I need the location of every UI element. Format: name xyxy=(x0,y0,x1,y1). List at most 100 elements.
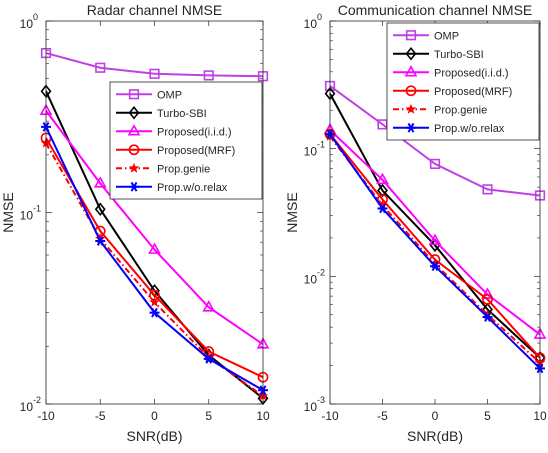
legend-label: Prop.genie xyxy=(434,104,487,116)
y-tick-label: 10 0 xyxy=(20,12,38,31)
data-point xyxy=(203,354,214,364)
legend-item: Prop.genie xyxy=(393,103,487,116)
data-point xyxy=(149,68,160,79)
y-axis-label: NMSE xyxy=(284,192,300,232)
legend-label: OMP xyxy=(157,89,182,101)
data-point xyxy=(95,236,106,246)
axes-frame xyxy=(329,20,541,405)
data-point xyxy=(482,312,493,322)
legend-box xyxy=(109,81,263,200)
y-tick-exp: 0 xyxy=(33,12,38,22)
chart-title: Communication channel NMSE xyxy=(338,2,533,18)
legend-marker xyxy=(129,181,139,192)
data-point xyxy=(148,242,161,254)
x-tick-label: 0 xyxy=(432,409,439,423)
data-point xyxy=(149,307,160,318)
legend-box xyxy=(386,22,540,141)
data-point xyxy=(202,300,216,312)
legend-label: OMP xyxy=(434,30,459,42)
legend-label: Turbo-SBI xyxy=(157,108,207,120)
legend-marker xyxy=(405,46,417,61)
y-tick-label: 10 -1 xyxy=(304,140,325,159)
data-point xyxy=(93,176,107,188)
y-tick-label: 10 -2 xyxy=(304,267,325,286)
legend-label: Proposed(i.i.d.) xyxy=(157,126,232,138)
legend-item: Prop.genie xyxy=(116,162,210,175)
axes-frame xyxy=(45,20,264,405)
y-tick-base: 10 xyxy=(20,209,34,223)
legend-item: Prop.w/o.relax xyxy=(393,123,505,135)
data-point xyxy=(482,184,493,195)
x-tick-label: -5 xyxy=(377,409,388,423)
legend-item: OMP xyxy=(393,30,459,42)
legend-item: OMP xyxy=(116,89,182,101)
series-line xyxy=(45,110,264,346)
data-point xyxy=(94,202,106,217)
legend-label: Prop.genie xyxy=(157,163,210,175)
legend-marker xyxy=(405,103,417,114)
legend-item: Proposed(MRF) xyxy=(116,144,235,157)
y-tick-exp: -2 xyxy=(317,267,325,277)
data-point xyxy=(376,172,389,185)
legend-marker-stroke xyxy=(407,122,415,133)
legend-label: Prop.w/o.relax xyxy=(434,123,505,135)
x-tick-label: -10 xyxy=(321,409,339,423)
data-point xyxy=(149,296,160,307)
data-point xyxy=(203,70,214,81)
y-tick-exp: -1 xyxy=(317,140,325,150)
y-tick-exp: -2 xyxy=(33,395,41,405)
legend: OMP Turbo-SBI Proposed(i.i.d.) Proposed(MRF… xyxy=(109,81,263,200)
y-tick-base: 10 xyxy=(304,17,318,31)
series-line xyxy=(45,52,264,78)
chart-title: Radar channel NMSE xyxy=(87,2,222,18)
legend-label: Proposed(MRF) xyxy=(434,86,512,98)
data-point xyxy=(482,293,493,305)
data-point-stroke xyxy=(151,307,158,318)
legend-item: Proposed(i.i.d.) xyxy=(393,65,509,79)
data-point-stroke xyxy=(379,203,386,214)
series-line xyxy=(45,137,264,379)
x-tick-label: -10 xyxy=(37,409,55,423)
data-point-stroke xyxy=(96,236,104,246)
x-tick-label: 5 xyxy=(484,409,491,423)
x-axis-label: SNR(dB) xyxy=(126,428,182,444)
legend-marker-stroke xyxy=(130,181,138,192)
legend-marker xyxy=(128,162,140,173)
y-tick-exp: -3 xyxy=(317,395,325,405)
x-tick-label: 5 xyxy=(205,409,212,423)
data-point-stroke xyxy=(431,261,439,272)
series-prop-w-o-relax xyxy=(325,129,545,374)
legend-marker xyxy=(128,89,140,100)
data-point xyxy=(377,203,388,214)
x-tick-label: 0 xyxy=(151,409,158,423)
data-point xyxy=(481,287,494,299)
y-tick-base: 10 xyxy=(304,145,318,159)
y-tick-label: 10 -2 xyxy=(20,395,41,414)
series-prop-w-o-relax xyxy=(41,122,268,396)
data-point-stroke xyxy=(484,312,491,322)
y-tick-label: 10 -3 xyxy=(304,395,325,414)
x-tick-label: -5 xyxy=(95,409,106,423)
x-tick-label: 10 xyxy=(533,409,547,423)
data-point xyxy=(430,261,440,272)
legend-marker xyxy=(127,124,141,136)
legend-label: Proposed(i.i.d.) xyxy=(434,67,509,79)
legend-item: Proposed(MRF) xyxy=(393,85,512,98)
y-tick-label: 10 0 xyxy=(304,12,322,31)
y-tick-base: 10 xyxy=(20,17,34,31)
legend-marker xyxy=(128,105,140,120)
legend-item: Turbo-SBI xyxy=(116,105,207,120)
y-tick-base: 10 xyxy=(304,400,318,414)
legend-item: Proposed(i.i.d.) xyxy=(116,124,232,138)
data-point xyxy=(95,62,106,73)
legend-marker xyxy=(405,85,417,97)
y-tick-base: 10 xyxy=(20,400,34,414)
legend-item: Turbo-SBI xyxy=(393,46,484,61)
legend-item: Prop.w/o.relax xyxy=(116,182,228,194)
legend-marker xyxy=(128,144,140,156)
legend-label: Turbo-SBI xyxy=(434,49,484,61)
